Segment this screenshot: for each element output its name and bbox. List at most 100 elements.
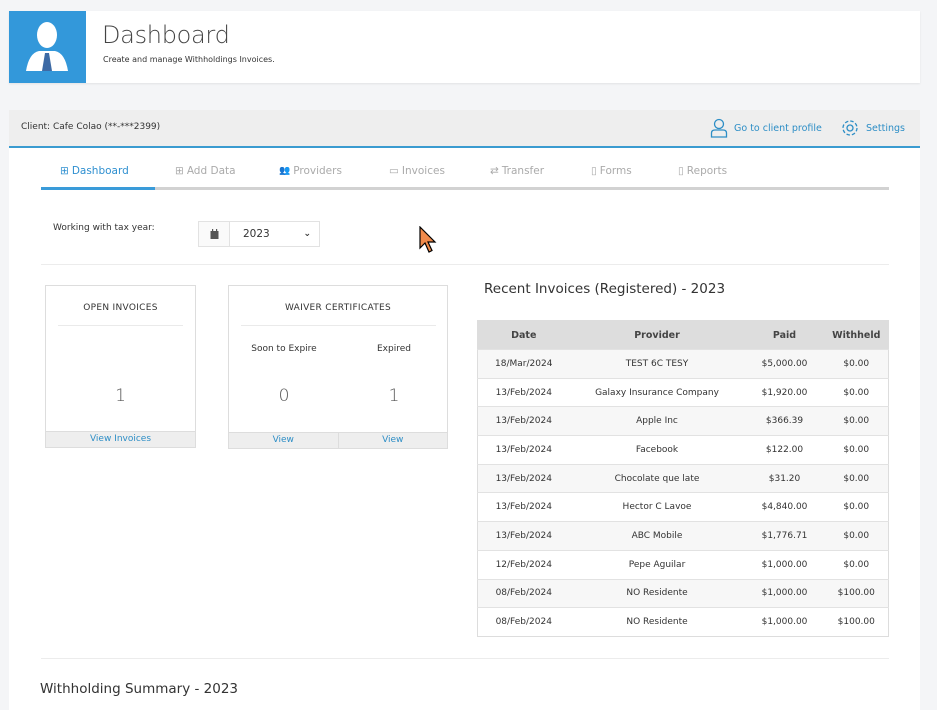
- cell-withheld: $0.00: [824, 406, 889, 436]
- cell-provider: ABC Mobile: [569, 521, 745, 551]
- settings-label: Settings: [866, 122, 905, 134]
- cell-withheld: $0.00: [824, 377, 889, 407]
- cell-withheld: $100.00: [824, 578, 889, 608]
- cell-paid: $122.00: [744, 435, 825, 465]
- cell-provider: Hector C Lavoe: [569, 492, 745, 522]
- user-with-tie-icon: [9, 11, 86, 83]
- divider: [41, 658, 889, 659]
- view-invoices-link[interactable]: View Invoices: [89, 434, 152, 444]
- cell-paid: $1,920.00: [744, 377, 825, 407]
- plus-square-icon: ⊞: [175, 165, 184, 177]
- cell-withheld: $0.00: [824, 463, 889, 493]
- active-tab-indicator: [41, 187, 155, 190]
- column-header-withheld: Withheld: [824, 320, 889, 350]
- go-to-client-profile-link[interactable]: Go to client profile: [710, 118, 822, 138]
- cell-paid: $31.20: [744, 463, 825, 493]
- view-soon-to-expire-link[interactable]: View: [229, 433, 339, 448]
- profile-link-label: Go to client profile: [734, 122, 822, 134]
- soon-to-expire-count: 0: [278, 386, 290, 406]
- page-subtitle: Create and manage Withholdings Invoices.: [103, 55, 275, 64]
- card-title: WAIVER CERTIFICATES: [284, 303, 392, 313]
- cell-provider: Chocolate que late: [569, 463, 745, 493]
- cell-provider: Pepe Aguilar: [569, 549, 745, 579]
- column-header-provider: Provider: [569, 320, 745, 350]
- expired-count: 1: [388, 386, 400, 406]
- tax-year-value: 2023: [243, 228, 270, 240]
- card-title: OPEN INVOICES: [83, 303, 158, 313]
- column-header-paid: Paid: [744, 320, 825, 350]
- cell-provider: TEST 6C TESY: [569, 349, 745, 379]
- cell-paid: $4,840.00: [744, 492, 825, 522]
- file-icon: ▯: [591, 165, 597, 177]
- tab-reports[interactable]: ▯ Reports: [678, 165, 727, 177]
- soon-to-expire-label: Soon to Expire: [251, 344, 317, 354]
- grid-icon: ⊞: [60, 165, 69, 177]
- cell-date: 08/Feb/2024: [477, 607, 570, 637]
- tab-transfer[interactable]: ⇄ Transfer: [490, 165, 544, 177]
- exchange-icon: ⇄: [490, 165, 499, 177]
- open-invoices-count: 1: [115, 386, 126, 406]
- expired-label: Expired: [377, 344, 411, 354]
- tab-dashboard[interactable]: ⊞ Dashboard: [60, 165, 129, 177]
- gear-icon: [842, 120, 858, 136]
- divider: [41, 264, 889, 265]
- page-title: Dashboard: [102, 21, 230, 49]
- tax-year-select[interactable]: 2023 ⌄: [198, 221, 320, 247]
- invoice-icon: ▭: [389, 165, 399, 177]
- table-row: 13/Feb/2024 Facebook $122.00 $0.00: [477, 435, 889, 465]
- tax-year-label: Working with tax year:: [53, 223, 155, 233]
- user-icon: [710, 118, 728, 138]
- cell-date: 13/Feb/2024: [477, 521, 570, 551]
- tab-label: Providers: [293, 165, 342, 177]
- table-row: 18/Mar/2024 TEST 6C TESY $5,000.00 $0.00: [477, 349, 889, 379]
- settings-link[interactable]: Settings: [840, 118, 905, 138]
- tab-providers[interactable]: 👥 Providers: [279, 165, 342, 177]
- cell-provider: Galaxy Insurance Company: [569, 377, 745, 407]
- tab-invoices[interactable]: ▭ Invoices: [389, 165, 445, 177]
- tab-label: Transfer: [501, 165, 545, 177]
- cell-paid: $1,776.71: [744, 521, 825, 551]
- cell-paid: $1,000.00: [744, 549, 825, 579]
- calendar-icon: [199, 222, 230, 246]
- column-header-date: Date: [477, 320, 570, 350]
- tab-add-data[interactable]: ⊞ Add Data: [175, 165, 236, 177]
- table-row: 13/Feb/2024 Hector C Lavoe $4,840.00 $0.00: [477, 492, 889, 522]
- cell-withheld: $0.00: [824, 349, 889, 379]
- table-row: 08/Feb/2024 NO Residente $1,000.00 $100.00: [477, 607, 889, 637]
- cell-date: 13/Feb/2024: [477, 435, 570, 465]
- cell-date: 12/Feb/2024: [477, 549, 570, 579]
- table-row: 13/Feb/2024 Galaxy Insurance Company $1,92…: [477, 377, 889, 407]
- chevron-down-icon: ⌄: [303, 229, 311, 239]
- view-expired-link[interactable]: View: [382, 435, 404, 445]
- recent-invoices-title: Recent Invoices (Registered) - 2023: [484, 281, 726, 297]
- cell-date: 13/Feb/2024: [477, 406, 570, 436]
- table-row: 13/Feb/2024 Apple Inc $366.39 $0.00: [477, 406, 889, 436]
- cell-provider: Apple Inc: [569, 406, 745, 436]
- client-label: Client: Cafe Colao (**-***2399): [21, 122, 161, 132]
- card-divider: [58, 325, 183, 326]
- table-row: 12/Feb/2024 Pepe Aguilar $1,000.00 $0.00: [477, 549, 889, 579]
- page-header: Dashboard Create and manage Withholdings…: [9, 11, 920, 83]
- clipboard-icon: ▯: [678, 165, 684, 177]
- cell-paid: $1,000.00: [744, 578, 825, 608]
- cell-provider: NO Residente: [569, 607, 745, 637]
- tab-label: Forms: [599, 165, 632, 177]
- main-panel: Client: Cafe Colao (**-***2399) Go to cl…: [9, 110, 920, 710]
- cell-withheld: $0.00: [824, 521, 889, 551]
- users-icon: 👥: [279, 166, 291, 176]
- table-row: 13/Feb/2024 ABC Mobile $1,776.71 $0.00: [477, 521, 889, 551]
- tab-forms[interactable]: ▯ Forms: [591, 165, 632, 177]
- client-bar: Client: Cafe Colao (**-***2399) Go to cl…: [9, 110, 920, 148]
- recent-invoices-table: Date Provider Paid Withheld 18/Mar/2024 T…: [477, 320, 889, 637]
- withholding-summary-title: Withholding Summary - 2023: [40, 681, 239, 697]
- cell-date: 13/Feb/2024: [477, 492, 570, 522]
- cell-date: 13/Feb/2024: [477, 463, 570, 493]
- mouse-cursor-icon: [419, 226, 437, 253]
- table-row: 08/Feb/2024 NO Residente $1,000.00 $100.00: [477, 578, 889, 608]
- cell-withheld: $0.00: [824, 435, 889, 465]
- cell-withheld: $0.00: [824, 549, 889, 579]
- cell-withheld: $0.00: [824, 492, 889, 522]
- table-row: 13/Feb/2024 Chocolate que late $31.20 $0.00: [477, 463, 889, 493]
- tab-label: Invoices: [401, 165, 445, 177]
- cell-date: 18/Mar/2024: [477, 349, 570, 379]
